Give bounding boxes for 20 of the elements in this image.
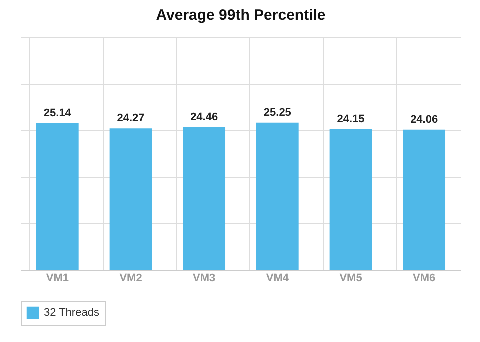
x-tick-label: VM1 — [46, 272, 69, 284]
x-tick-label: VM5 — [340, 272, 362, 284]
bar — [330, 129, 372, 270]
bar — [403, 130, 446, 270]
bar — [36, 124, 79, 270]
x-tick-label: VM3 — [193, 272, 216, 284]
data-label: 24.46 — [190, 112, 218, 124]
bar — [183, 128, 226, 270]
data-label: 25.25 — [264, 106, 292, 119]
x-tick-label: VM2 — [120, 272, 142, 284]
data-label: 25.14 — [44, 108, 72, 120]
data-label: 24.15 — [337, 113, 365, 126]
data-label: 24.27 — [117, 112, 145, 125]
bar — [110, 128, 152, 270]
bar — [256, 122, 299, 270]
legend-label: 32 Threads — [44, 307, 100, 319]
chart-title: Average 99th Percentile — [156, 7, 326, 24]
x-tick-label: VM6 — [413, 272, 436, 284]
x-tick-label: VM4 — [266, 272, 290, 284]
data-label: 24.06 — [410, 114, 438, 126]
